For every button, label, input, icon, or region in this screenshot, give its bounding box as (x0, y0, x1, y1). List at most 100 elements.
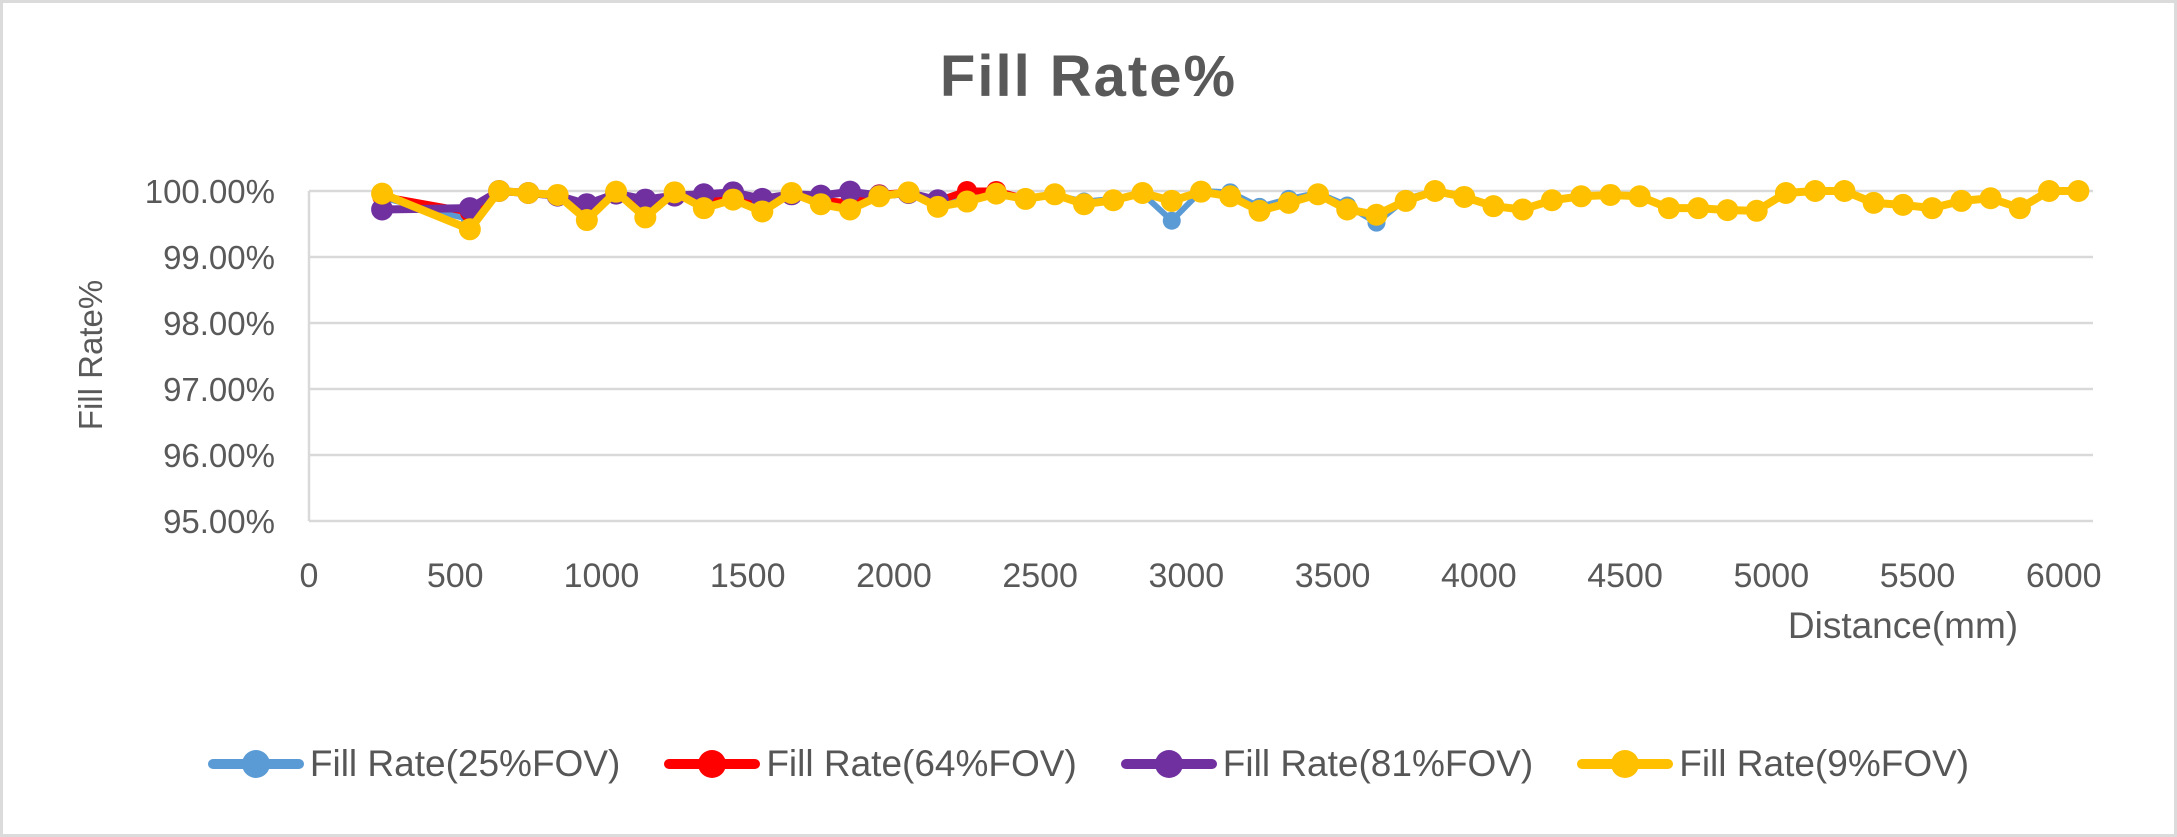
legend-marker-line-64fov (664, 750, 761, 778)
data-point-fill-rate-81fov (458, 197, 481, 220)
x-tick-label: 6000 (2026, 557, 2102, 595)
data-point-fill-rate-9fov (1277, 191, 1300, 214)
data-point-fill-rate-9fov (1745, 199, 1768, 222)
data-point-fill-rate-25fov (1162, 211, 1181, 230)
data-point-fill-rate-9fov (1423, 180, 1446, 202)
chart-title: Fill Rate% (939, 44, 1238, 109)
plot-area: 100.00% 99.00% 98.00% 97.00% 96.00% 95.00% 0 50… (145, 173, 2102, 595)
data-point-fill-rate-9fov (692, 197, 715, 220)
data-point-fill-rate-9fov (1453, 185, 1476, 208)
data-point-fill-rate-9fov (985, 182, 1008, 205)
y-tick-label: 100.00% (145, 173, 275, 210)
data-point-fill-rate-9fov (1336, 198, 1359, 221)
data-point-fill-rate-9fov (722, 188, 745, 211)
data-point-fill-rate-9fov (1628, 185, 1651, 208)
data-point-fill-rate-9fov (2067, 180, 2090, 202)
data-point-fill-rate-9fov (1073, 193, 1096, 216)
data-point-fill-rate-9fov (1716, 199, 1739, 222)
data-point-fill-rate-9fov (1599, 183, 1622, 206)
x-tick-label: 4500 (1587, 557, 1663, 595)
x-tick-label: 500 (427, 557, 484, 595)
x-tick-label: 2500 (1002, 557, 1078, 595)
data-point-fill-rate-9fov (488, 180, 511, 202)
data-point-fill-rate-9fov (2038, 180, 2061, 202)
y-tick-label: 96.00% (163, 437, 275, 474)
data-point-fill-rate-9fov (751, 200, 774, 223)
data-point-fill-rate-9fov (956, 190, 979, 213)
x-tick-label: 1500 (710, 557, 786, 595)
x-tick-label: 5000 (1733, 557, 1809, 595)
y-tick-label: 97.00% (163, 371, 275, 408)
data-point-fill-rate-9fov (1570, 185, 1593, 208)
legend-marker-dot-81fov (1154, 750, 1183, 778)
data-point-fill-rate-9fov (1219, 185, 1242, 208)
legend-item-9fov: Fill Rate(9%FOV) (1577, 743, 1969, 785)
x-axis-title: Distance(mm) (1787, 605, 2019, 646)
legend-marker-line-9fov (1577, 750, 1674, 778)
data-point-fill-rate-9fov (1365, 203, 1388, 226)
data-point-fill-rate-9fov (1043, 183, 1066, 206)
data-point-fill-rate-9fov (634, 206, 657, 229)
data-point-fill-rate-9fov (1921, 197, 1944, 220)
data-point-fill-rate-9fov (897, 181, 920, 204)
data-point-fill-rate-9fov (1804, 180, 1827, 202)
data-point-fill-rate-9fov (575, 209, 598, 232)
legend: Fill Rate(25%FOV) Fill Rate(64%FOV) Fill… (3, 743, 2174, 785)
x-tick-label: 1000 (564, 557, 640, 595)
legend-item-64fov: Fill Rate(64%FOV) (664, 743, 1077, 785)
data-point-fill-rate-9fov (1511, 198, 1534, 221)
data-point-fill-rate-9fov (1482, 195, 1505, 218)
data-point-fill-rate-9fov (517, 181, 540, 204)
data-point-fill-rate-81fov (839, 180, 862, 203)
x-tick-label: 0 (300, 557, 319, 595)
x-tick-label: 3000 (1149, 557, 1225, 595)
data-point-fill-rate-9fov (780, 181, 803, 204)
y-tick-label: 95.00% (163, 503, 275, 540)
data-point-fill-rate-9fov (1979, 187, 2002, 210)
x-tick-label: 2000 (856, 557, 932, 595)
data-point-fill-rate-9fov (839, 198, 862, 221)
legend-marker-dot-25fov (241, 750, 270, 778)
legend-marker-line-81fov (1120, 750, 1217, 778)
data-point-fill-rate-9fov (1833, 180, 1856, 202)
data-point-fill-rate-9fov (1540, 189, 1563, 212)
data-point-fill-rate-9fov (605, 180, 628, 203)
legend-marker-line-25fov (207, 750, 304, 778)
data-point-fill-rate-9fov (1102, 189, 1125, 212)
x-tick-label: 3500 (1295, 557, 1371, 595)
data-point-fill-rate-81fov (371, 198, 394, 221)
data-point-fill-rate-9fov (1190, 180, 1212, 203)
y-tick-label: 98.00% (163, 305, 275, 342)
data-point-fill-rate-9fov (1774, 181, 1797, 204)
data-point-fill-rate-9fov (1891, 193, 1914, 216)
data-point-fill-rate-9fov (371, 182, 394, 205)
y-tick-label: 99.00% (163, 239, 275, 276)
data-point-fill-rate-9fov (1014, 187, 1037, 210)
legend-marker-dot-64fov (698, 750, 727, 778)
data-point-fill-rate-9fov (1862, 191, 1885, 214)
legend-label-81fov: Fill Rate(81%FOV) (1222, 743, 1534, 784)
data-point-fill-rate-9fov (1394, 189, 1417, 212)
data-point-fill-rate-81fov (634, 188, 657, 211)
data-point-fill-rate-9fov (1131, 181, 1154, 204)
data-point-fill-rate-9fov (809, 193, 832, 216)
data-point-fill-rate-9fov (1248, 199, 1271, 222)
data-point-fill-rate-9fov (926, 195, 949, 218)
x-tick-label: 5500 (1880, 557, 1956, 595)
data-point-fill-rate-9fov (1687, 197, 1710, 220)
data-point-fill-rate-9fov (1160, 189, 1183, 212)
data-point-fill-rate-9fov (1657, 197, 1680, 220)
data-point-fill-rate-9fov (2008, 197, 2031, 220)
data-point-fill-rate-9fov (868, 185, 891, 208)
legend-item-81fov: Fill Rate(81%FOV) (1120, 743, 1534, 785)
legend-label-64fov: Fill Rate(64%FOV) (766, 743, 1077, 784)
legend-marker-dot-9fov (1611, 750, 1640, 778)
legend-label-25fov: Fill Rate(25%FOV) (309, 743, 621, 784)
x-tick-label: 4000 (1441, 557, 1517, 595)
data-point-fill-rate-9fov (458, 218, 481, 241)
data-point-fill-rate-9fov (1950, 189, 1973, 212)
legend-item-25fov: Fill Rate(25%FOV) (207, 743, 621, 785)
data-point-fill-rate-9fov (546, 183, 569, 206)
data-point-fill-rate-9fov (1306, 183, 1329, 206)
